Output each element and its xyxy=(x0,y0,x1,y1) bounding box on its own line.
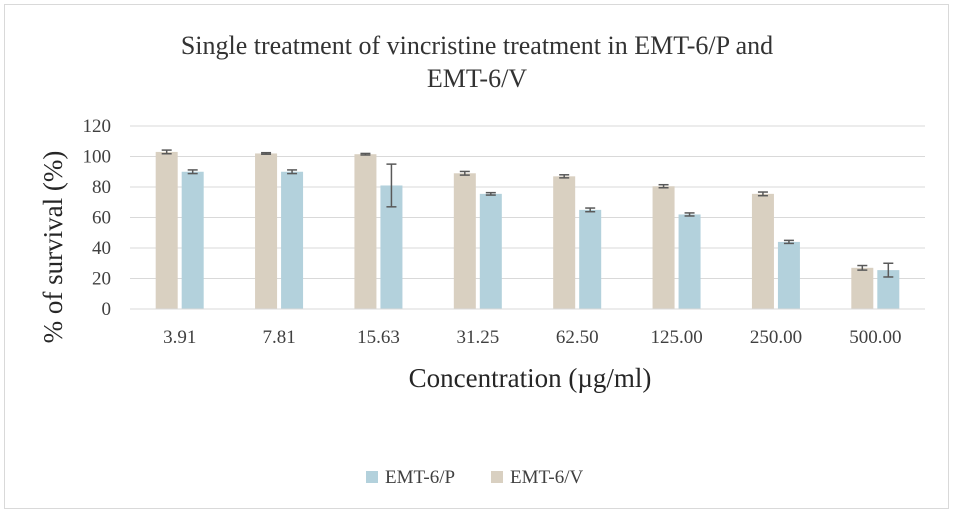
bar-emt-6-v xyxy=(255,153,278,309)
x-axis-ticks: 3.91 7.81 15.63 31.25 62.50 125.00 250.00 500.0… xyxy=(163,327,901,348)
x-axis-label: Concentration (µg/ml) xyxy=(409,363,652,393)
y-tick-label: 40 xyxy=(92,238,111,259)
chart-title-line-2: EMT-6/V xyxy=(427,64,527,93)
y-tick-label: 80 xyxy=(92,177,111,198)
legend-swatch-emt-6-p xyxy=(366,471,378,483)
y-tick-label: 120 xyxy=(83,116,112,137)
chart-container: 0 20 40 60 80 100 120 3.91 7.81 15.63 31.25 62.50 1… xyxy=(4,4,949,509)
bar-emt-6-v xyxy=(851,267,874,309)
bar-emt-6-p xyxy=(877,270,900,309)
x-tick-label: 3.91 xyxy=(163,327,196,348)
bar-emt-6-v xyxy=(553,176,576,309)
x-tick-label: 125.00 xyxy=(650,327,702,348)
legend-label-emt-6-p: EMT-6/P xyxy=(385,467,455,488)
bar-emt-6-v xyxy=(751,193,774,309)
x-tick-label: 500.00 xyxy=(849,327,901,348)
legend-swatch-emt-6-v xyxy=(491,471,503,483)
y-axis-ticks: 0 20 40 60 80 100 120 xyxy=(83,116,112,320)
bar-emt-6-p xyxy=(678,214,701,309)
error-bars xyxy=(161,149,894,278)
bar-emt-6-p xyxy=(479,193,502,309)
bar-emt-6-p xyxy=(380,185,403,309)
bar-emt-6-p xyxy=(181,171,204,309)
legend-label-emt-6-v: EMT-6/V xyxy=(510,467,583,488)
bar-emt-6-p xyxy=(281,171,304,309)
bar-emt-6-v xyxy=(155,151,178,309)
y-axis-label: % of survival (%) xyxy=(38,151,68,344)
gridlines xyxy=(130,125,925,279)
x-tick-label: 250.00 xyxy=(750,327,802,348)
x-tick-label: 7.81 xyxy=(262,327,295,348)
y-tick-label: 60 xyxy=(92,208,111,229)
chart-title-line-1: Single treatment of vincristine treatmen… xyxy=(181,31,773,60)
x-tick-label: 15.63 xyxy=(357,327,400,348)
y-tick-label: 0 xyxy=(102,299,112,320)
y-tick-label: 20 xyxy=(92,269,111,290)
x-tick-label: 62.50 xyxy=(556,327,599,348)
x-tick-label: 31.25 xyxy=(456,327,499,348)
legend: EMT-6/P EMT-6/V xyxy=(366,467,583,488)
bar-emt-6-v xyxy=(652,186,675,309)
bars xyxy=(155,151,900,309)
bar-emt-6-p xyxy=(579,209,602,309)
bar-chart: 0 20 40 60 80 100 120 3.91 7.81 15.63 31.25 62.50 1… xyxy=(38,31,925,488)
bar-emt-6-v xyxy=(453,173,476,309)
bar-emt-6-p xyxy=(777,241,800,309)
y-tick-label: 100 xyxy=(83,147,112,168)
bar-emt-6-v xyxy=(354,154,377,309)
